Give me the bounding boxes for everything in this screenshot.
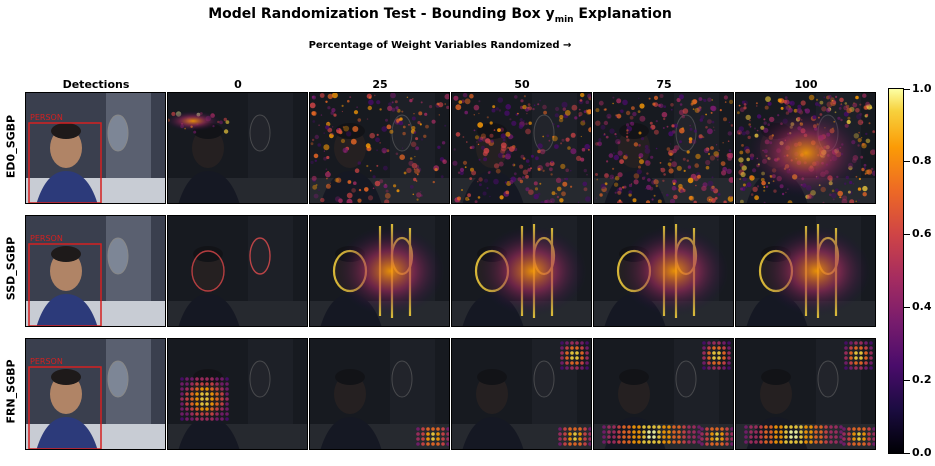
colorbar: [888, 88, 904, 454]
colorbar-tick-1: 0.2: [912, 373, 932, 386]
detection-box: [28, 122, 102, 203]
panel-ssd-0: [167, 215, 308, 327]
panel-ed0-25: [309, 92, 450, 204]
colorbar-tick-2: 0.4: [912, 300, 932, 313]
colorbar-tick-4: 0.8: [912, 154, 932, 167]
panel-frn-50: [451, 338, 592, 450]
panel-frn-0: [167, 338, 308, 450]
panel-frn-75: [593, 338, 734, 450]
column-label-detections: Detections: [62, 78, 130, 91]
panel-ssd-75: [593, 215, 734, 327]
row-label-ed0: ED0_SGBP: [4, 114, 18, 179]
figure-subtitle: Percentage of Weight Variables Randomize…: [308, 40, 572, 51]
figure-title: Model Randomization Test - Bounding Box …: [208, 6, 672, 25]
column-label-25: 25: [372, 78, 388, 91]
column-label-50: 50: [514, 78, 530, 91]
panel-frn-25: [309, 338, 450, 450]
colorbar-tick-0: 0.0: [912, 446, 932, 459]
detection-label: PERSON: [30, 113, 63, 122]
detection-box: [28, 366, 102, 449]
panel-ssd-25: [309, 215, 450, 327]
panel-ed0-0: [167, 92, 308, 204]
column-label-100: 100: [794, 78, 818, 91]
panel-ssd-detections: PERSON: [25, 215, 166, 327]
colorbar-tick-5: 1.0: [912, 82, 932, 95]
panel-ssd-50: [451, 215, 592, 327]
panel-ed0-100: [735, 92, 876, 204]
detection-label: PERSON: [30, 357, 63, 366]
column-label-75: 75: [656, 78, 672, 91]
panel-frn-detections: PERSON: [25, 338, 166, 450]
panel-ed0-50: [451, 92, 592, 204]
panel-ssd-100: [735, 215, 876, 327]
column-label-0: 0: [234, 78, 242, 91]
panel-ed0-75: [593, 92, 734, 204]
row-label-frn: FRN_SGBP: [4, 359, 18, 424]
row-label-ssd: SSD_SGBP: [4, 236, 18, 301]
colorbar-tick-3: 0.6: [912, 227, 932, 240]
panel-frn-100: [735, 338, 876, 450]
detection-label: PERSON: [30, 234, 63, 243]
detection-box: [28, 243, 102, 326]
panel-ed0-detections: PERSON: [25, 92, 166, 204]
